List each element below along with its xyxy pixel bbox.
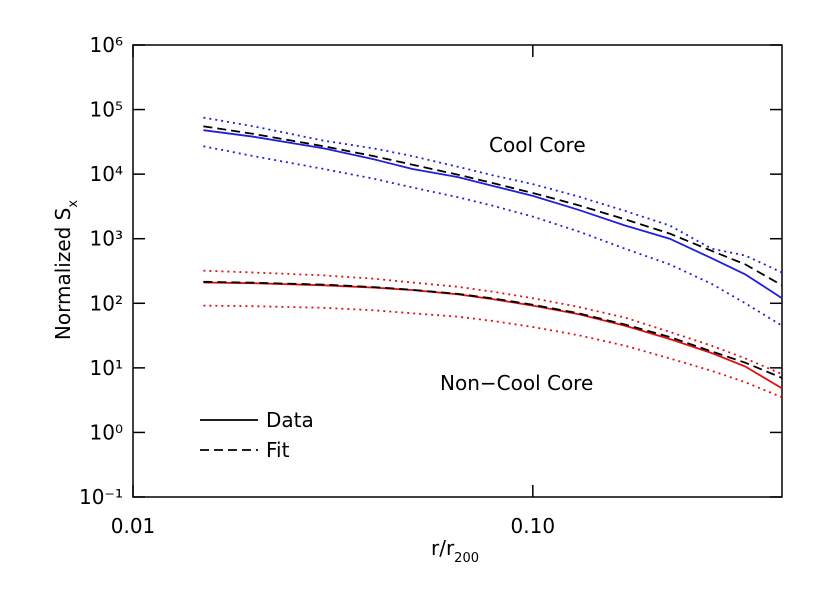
y-tick-label: 10² [90,291,123,315]
y-tick-label: 10³ [90,227,123,251]
data-line [203,280,783,379]
x-tick-label: 0.10 [511,514,556,538]
x-tick-label: 0.01 [111,514,156,538]
data-line [203,129,783,299]
y-axis-label: Normalized Sx [51,200,81,340]
y-tick-label: 10⁶ [90,33,123,57]
y-tick-label: 10⁰ [90,420,123,444]
data-line [203,269,783,375]
data-line [203,125,783,287]
legend-label: Data [266,408,314,432]
y-label-main: Normalized S [51,208,75,340]
x-axis-label: r/r200 [431,536,479,566]
x-label-main: r/r [431,536,455,560]
annotation: Cool Core [489,133,586,157]
legend-label: Fit [266,438,290,462]
y-tick-label: 10⁻¹ [79,485,123,509]
y-tick-label: 10⁴ [90,162,123,186]
y-tick-label: 10⁵ [90,98,123,122]
y-tick-label: 10¹ [90,356,123,380]
annotation: Non−Cool Core [440,371,593,395]
y-label-sub: x [66,200,81,208]
plot-frame [132,44,783,498]
x-label-sub: 200 [454,551,479,566]
